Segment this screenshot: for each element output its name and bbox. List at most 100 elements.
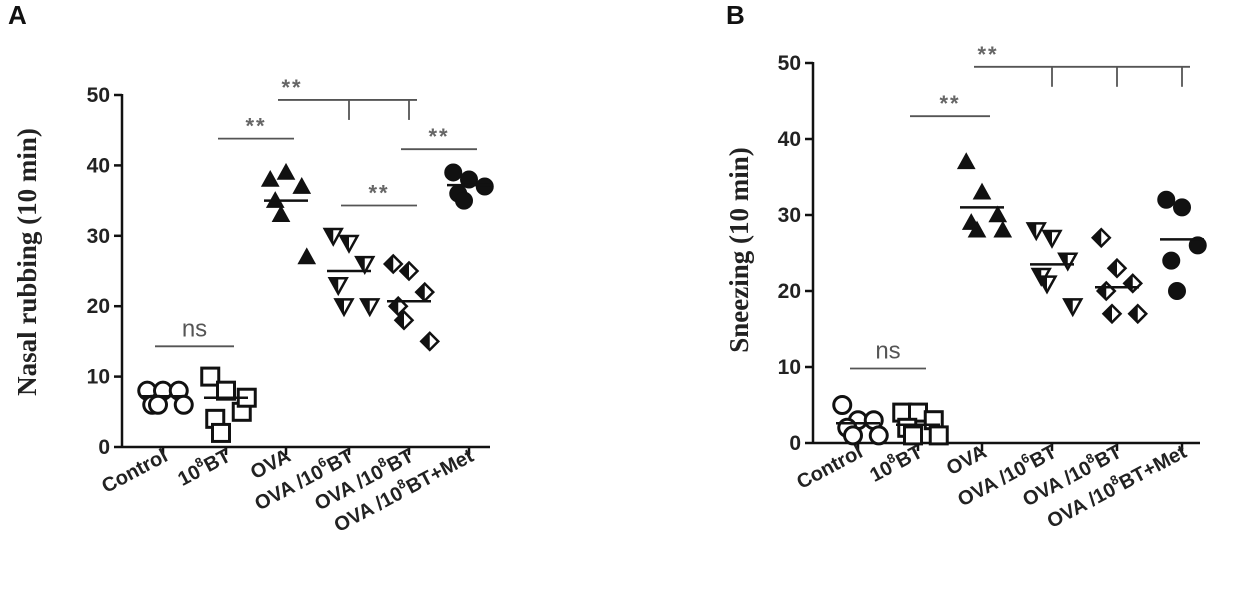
- data-point: [1162, 251, 1181, 270]
- significance-label: **: [245, 114, 266, 139]
- marker-fill: [1103, 305, 1112, 323]
- marker-fill: [384, 255, 394, 273]
- data-point: [956, 152, 976, 170]
- y-tick-label: 50: [87, 84, 110, 107]
- data-point: [173, 394, 194, 415]
- data-point: [460, 170, 478, 189]
- marker-fill: [1064, 299, 1073, 315]
- data-point: [211, 422, 231, 443]
- data-point: [988, 205, 1008, 223]
- significance-bracket: **: [974, 42, 1190, 87]
- x-tick-label-tail: BT+Met: [403, 445, 478, 499]
- significance-bracket: ns: [850, 338, 926, 370]
- data-point: [338, 234, 360, 254]
- y-tick-label: 20: [87, 295, 110, 318]
- data-point: [1122, 273, 1144, 294]
- series-4: [322, 227, 381, 318]
- data-point: [414, 281, 436, 303]
- marker-fill: [329, 278, 339, 294]
- x-tick-label: OVA: [943, 441, 990, 480]
- x-tick-label: Control: [793, 441, 866, 494]
- data-point: [200, 366, 221, 387]
- data-point: [354, 255, 376, 276]
- significance-label: **: [977, 42, 998, 67]
- marker-fill: [324, 229, 334, 245]
- significance-bracket: **: [278, 75, 417, 120]
- data-point: [327, 277, 349, 297]
- data-point: [1025, 222, 1047, 242]
- significance-bracket: **: [910, 91, 990, 118]
- data-point: [1106, 257, 1128, 279]
- data-point: [903, 425, 923, 446]
- series-1: [137, 380, 194, 415]
- y-tick-label: 40: [778, 128, 801, 151]
- data-point: [1173, 198, 1191, 217]
- panel-label: A: [8, 0, 27, 30]
- significance-label: **: [281, 75, 302, 100]
- marker-fill: [1038, 276, 1047, 292]
- data-point: [1057, 252, 1079, 272]
- x-tick-label-tail: BT: [892, 441, 926, 473]
- marker-fill: [1043, 231, 1052, 247]
- data-point: [398, 260, 420, 282]
- data-point: [292, 176, 312, 194]
- significance-bracket: **: [341, 181, 417, 207]
- y-tick-label: 10: [87, 366, 110, 389]
- data-point: [1157, 190, 1176, 209]
- y-tick-label: 40: [87, 154, 110, 177]
- significance-label: **: [368, 181, 389, 206]
- y-tick-label: 0: [98, 436, 110, 459]
- data-point: [393, 310, 415, 331]
- data-point: [1188, 236, 1207, 255]
- data-point: [1101, 303, 1123, 325]
- data-point: [260, 169, 280, 187]
- x-tick-label: 108BT: [173, 441, 235, 490]
- data-point: [928, 425, 949, 446]
- series-1: [832, 395, 889, 446]
- marker-fill: [395, 311, 404, 329]
- x-tick-label-tail: BT: [383, 445, 417, 477]
- y-tick-label: 0: [789, 432, 801, 455]
- data-point: [475, 177, 494, 196]
- significance-bracket: **: [218, 114, 294, 140]
- data-point: [322, 227, 344, 247]
- data-point: [1041, 229, 1063, 249]
- marker-fill: [340, 236, 349, 252]
- y-tick-label: 30: [778, 204, 801, 227]
- series-2: [200, 366, 257, 443]
- x-tick-label-tail: BT: [200, 445, 234, 477]
- data-point: [1090, 227, 1112, 249]
- data-point: [832, 395, 853, 415]
- marker-fill: [421, 332, 430, 350]
- x-tick-label-base: Control: [793, 441, 866, 494]
- series-6: [1157, 190, 1207, 300]
- significance-bracket: ns: [155, 315, 234, 348]
- x-tick-label-tail: BT: [1091, 441, 1125, 473]
- series-3: [956, 152, 1013, 238]
- data-point: [1168, 282, 1186, 300]
- x-tick-label-base: OVA: [943, 441, 990, 480]
- significance-label: **: [939, 91, 960, 116]
- y-tick-label: 20: [778, 280, 801, 303]
- series-5: [382, 253, 441, 352]
- data-point: [148, 394, 168, 415]
- data-point: [843, 425, 863, 446]
- data-point: [419, 331, 441, 352]
- series-4: [1025, 222, 1084, 318]
- data-point: [333, 298, 355, 318]
- marker-fill: [1129, 305, 1138, 323]
- data-point: [359, 298, 381, 318]
- x-tick-label-tail: BT: [1026, 441, 1060, 473]
- marker-fill: [416, 283, 425, 301]
- data-point: [455, 191, 473, 210]
- panel-label: B: [726, 0, 745, 30]
- data-point: [1095, 280, 1117, 302]
- x-tick-label-tail: BT: [323, 445, 357, 477]
- data-point: [271, 205, 291, 222]
- marker-fill: [1032, 269, 1042, 285]
- marker-fill: [356, 257, 365, 273]
- significance-label: ns: [182, 315, 207, 342]
- series-3: [260, 162, 317, 265]
